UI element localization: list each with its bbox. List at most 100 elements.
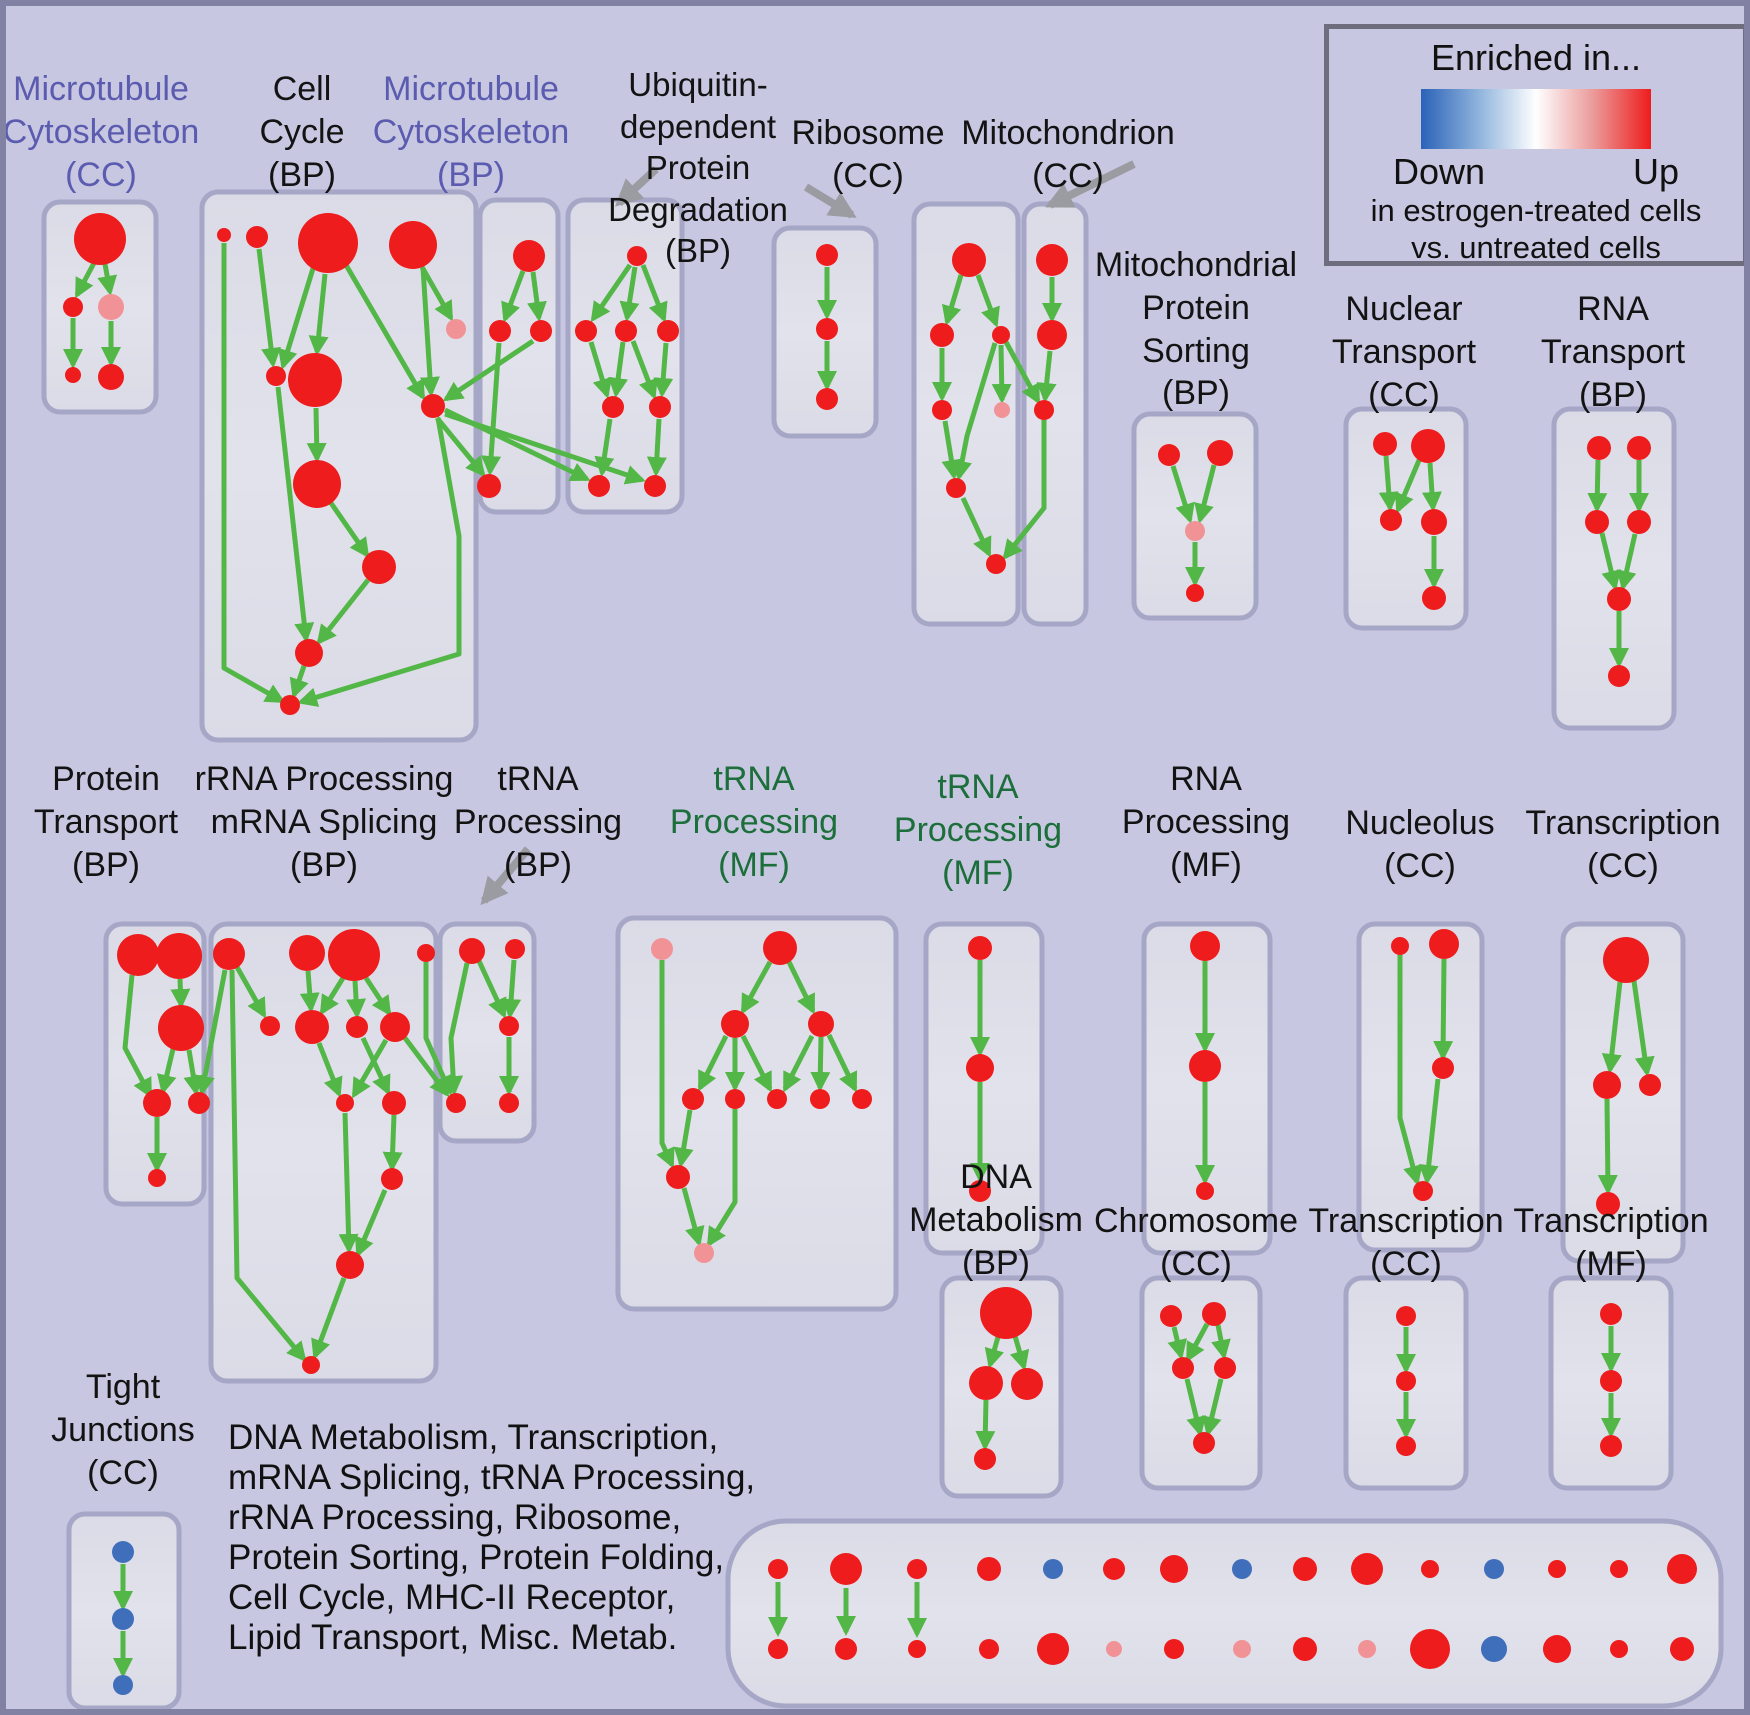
strip-top-node-7 bbox=[1232, 1559, 1252, 1579]
cell-cycle-edge-2 bbox=[278, 261, 318, 370]
rrna-processing-node-5 bbox=[295, 1010, 329, 1044]
rrna-processing-node-1 bbox=[289, 935, 325, 971]
chromosome-box bbox=[1139, 1275, 1263, 1491]
rna-transport-node-2 bbox=[1585, 510, 1609, 534]
transcription-cc-2-node-1 bbox=[1396, 1371, 1416, 1391]
rrna-processing-node-2 bbox=[328, 929, 380, 981]
mito-sorting-node-3 bbox=[1186, 584, 1204, 602]
dna-metabolism-edge-1 bbox=[1009, 1335, 1030, 1371]
trna-bp-node-4 bbox=[499, 1093, 519, 1113]
misc-terms-strip-box bbox=[725, 1518, 1724, 1709]
nuclear-transport-node-4 bbox=[1422, 586, 1446, 610]
ubiquitin-node-4 bbox=[602, 396, 624, 418]
protein-transport-edge-1 bbox=[170, 978, 191, 1009]
microtubule-bp-edge-0 bbox=[501, 270, 526, 323]
protein-transport-edge-3 bbox=[183, 1049, 204, 1096]
rrna-processing-node-7 bbox=[380, 1012, 410, 1042]
strip-top-node-11 bbox=[1484, 1559, 1504, 1579]
cell-cycle-box bbox=[199, 189, 479, 743]
ubiquitin-edge-2 bbox=[640, 264, 668, 323]
strip-bottom-node-1 bbox=[835, 1638, 857, 1660]
cell-cycle-node-7 bbox=[421, 394, 445, 418]
ubiquitin-node-2 bbox=[615, 320, 637, 342]
strip-top-node-8 bbox=[1293, 1557, 1317, 1581]
microtubule-bp-node-2 bbox=[530, 320, 552, 342]
transcription-mf-node-0 bbox=[1600, 1303, 1622, 1325]
strip-bottom-node-11 bbox=[1481, 1636, 1507, 1662]
protein-transport-node-2 bbox=[158, 1005, 204, 1051]
strip-top-node-13 bbox=[1610, 1560, 1628, 1578]
microtubule-cc-node-1 bbox=[63, 297, 83, 317]
ribosome-edge-5 bbox=[952, 342, 998, 481]
microtubule-bp-edge-3 bbox=[442, 338, 535, 402]
dna-metabolism-edge-0 bbox=[984, 1336, 1005, 1369]
transcription-cc-edge-2 bbox=[1597, 1098, 1618, 1195]
trna-mf-big-node-10 bbox=[694, 1243, 714, 1263]
strip-top-node-5 bbox=[1103, 1558, 1125, 1580]
ribosome-node-5 bbox=[946, 478, 966, 498]
microtubule-bp-node-1 bbox=[489, 320, 511, 342]
legend-subtitle-2: vs. untreated cells bbox=[1411, 229, 1661, 265]
ribosome-edge-3 bbox=[991, 344, 1012, 404]
rna-processing-mf-node-1 bbox=[1189, 1050, 1221, 1082]
trna-mf-big-node-4 bbox=[682, 1088, 704, 1110]
rrna-processing-box bbox=[208, 921, 439, 1384]
cell-cycle-node-0 bbox=[217, 228, 231, 242]
strip-bottom-node-6 bbox=[1164, 1639, 1184, 1659]
strip-bottom-node-7 bbox=[1233, 1640, 1251, 1658]
strip-bottom-node-14 bbox=[1670, 1637, 1694, 1661]
strip-top-node-4 bbox=[1043, 1559, 1063, 1579]
trna-mf-big-node-7 bbox=[810, 1089, 830, 1109]
edges-layer bbox=[63, 243, 1655, 1678]
rna-processing-mf-node-0 bbox=[1190, 931, 1220, 961]
cell-cycle-node-5 bbox=[266, 366, 286, 386]
nuclear-transport-node-2 bbox=[1380, 509, 1402, 531]
ribosome-node-6 bbox=[986, 554, 1006, 574]
strip-bottom-node-5 bbox=[1106, 1641, 1122, 1657]
rna-transport-node-3 bbox=[1627, 510, 1651, 534]
microtubule-cc-node-2 bbox=[98, 294, 124, 320]
nuclear-transport-box bbox=[1343, 406, 1469, 631]
mitochondrion-edge-1 bbox=[1036, 350, 1057, 403]
rrna-processing-edge-9 bbox=[351, 1038, 389, 1099]
cell-cycle-edge-10 bbox=[316, 578, 370, 646]
rrna-processing-node-4 bbox=[260, 1016, 280, 1036]
trna-mf-big-node-3 bbox=[808, 1011, 834, 1037]
rrna-processing-node-9 bbox=[382, 1091, 406, 1115]
transcription-cc-node-0 bbox=[1603, 937, 1649, 983]
ribosome-edge-8 bbox=[1002, 420, 1047, 561]
trna-mf-big-edge-5 bbox=[782, 1034, 815, 1093]
cell-cycle-node-6 bbox=[288, 353, 342, 407]
strip-top-node-14 bbox=[1667, 1554, 1697, 1584]
trna-bp-node-3 bbox=[446, 1093, 466, 1113]
rrna-processing-node-8 bbox=[336, 1094, 354, 1112]
trna-bp-node-2 bbox=[499, 1016, 519, 1036]
cell-cycle-edge-12 bbox=[297, 417, 462, 707]
ribosome-node-3 bbox=[932, 400, 952, 420]
protein-transport-node-1 bbox=[156, 933, 202, 979]
nucleolus-node-3 bbox=[1413, 1181, 1433, 1201]
strip-top-node-6 bbox=[1160, 1555, 1188, 1583]
mito-sorting-edge-0 bbox=[1170, 465, 1195, 524]
rrna-processing-edge-11 bbox=[403, 1036, 450, 1098]
chromosome-node-0 bbox=[1160, 1305, 1182, 1327]
chromosome-edge-4 bbox=[1202, 1378, 1224, 1437]
pointer-arrow-0 bbox=[614, 166, 659, 207]
ribosome-edge-1 bbox=[975, 274, 1000, 328]
ubiquitin-edge-0 bbox=[590, 263, 633, 323]
rna-transport-box bbox=[1551, 406, 1677, 731]
cell-cycle-node-4 bbox=[446, 319, 466, 339]
legend-subtitle-1: in estrogen-treated cells bbox=[1370, 193, 1702, 228]
nuclear-transport-node-0 bbox=[1373, 432, 1397, 456]
protein-transport-node-4 bbox=[188, 1092, 210, 1114]
rna-transport-edge-3 bbox=[1616, 533, 1638, 591]
strip-bottom-node-8 bbox=[1293, 1637, 1317, 1661]
ribosome-edge-4 bbox=[1003, 340, 1041, 405]
trna-mf-big-edge-8 bbox=[656, 960, 675, 1169]
trna-mf-big-node-1 bbox=[763, 931, 797, 965]
rrna-processing-node-11 bbox=[336, 1251, 364, 1279]
mitochondrion-node-0 bbox=[1036, 244, 1068, 276]
trna-mf-small-node-2 bbox=[969, 1180, 991, 1202]
chromosome-node-3 bbox=[1214, 1357, 1236, 1379]
trna-mf-big-node-6 bbox=[767, 1089, 787, 1109]
